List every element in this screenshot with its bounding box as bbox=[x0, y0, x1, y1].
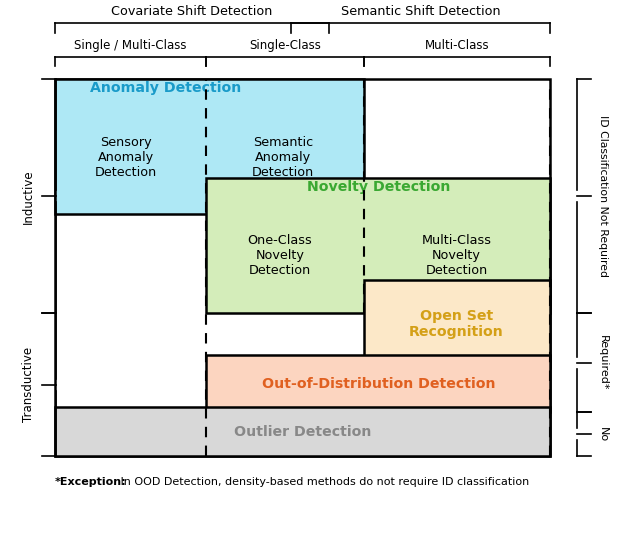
Text: In OOD Detection, density-based methods do not require ID classification: In OOD Detection, density-based methods … bbox=[116, 477, 529, 487]
Text: Open Set
Recognition: Open Set Recognition bbox=[409, 309, 504, 340]
Text: Inductive: Inductive bbox=[22, 169, 35, 224]
Text: One-Class
Novelty
Detection: One-Class Novelty Detection bbox=[248, 234, 312, 277]
Text: Covariate Shift Detection: Covariate Shift Detection bbox=[111, 5, 273, 18]
Bar bbox=[206, 178, 550, 314]
Bar bbox=[55, 79, 550, 456]
Bar bbox=[206, 355, 550, 412]
Text: Anomaly Detection: Anomaly Detection bbox=[90, 81, 241, 95]
Text: ID Classification Not Required: ID Classification Not Required bbox=[598, 115, 608, 278]
Text: Semantic Shift Detection: Semantic Shift Detection bbox=[340, 5, 500, 18]
Text: No: No bbox=[598, 427, 608, 442]
Text: Semantic
Anomaly
Detection: Semantic Anomaly Detection bbox=[252, 136, 314, 179]
Text: Multi-Class
Novelty
Detection: Multi-Class Novelty Detection bbox=[421, 234, 492, 277]
Text: Required*: Required* bbox=[598, 335, 608, 391]
Text: Single / Multi-Class: Single / Multi-Class bbox=[74, 39, 187, 52]
Text: Out-of-Distribution Detection: Out-of-Distribution Detection bbox=[262, 377, 495, 391]
Text: Novelty Detection: Novelty Detection bbox=[307, 179, 450, 194]
Text: Outlier Detection: Outlier Detection bbox=[234, 424, 371, 439]
Text: Sensory
Anomaly
Detection: Sensory Anomaly Detection bbox=[95, 136, 157, 179]
Text: Multi-Class: Multi-Class bbox=[424, 39, 489, 52]
Bar bbox=[55, 407, 550, 456]
Text: Single-Class: Single-Class bbox=[249, 39, 321, 52]
Text: *Exception:: *Exception: bbox=[55, 477, 127, 487]
Bar bbox=[55, 79, 364, 214]
Bar bbox=[364, 280, 550, 368]
Text: Transductive: Transductive bbox=[22, 347, 35, 422]
